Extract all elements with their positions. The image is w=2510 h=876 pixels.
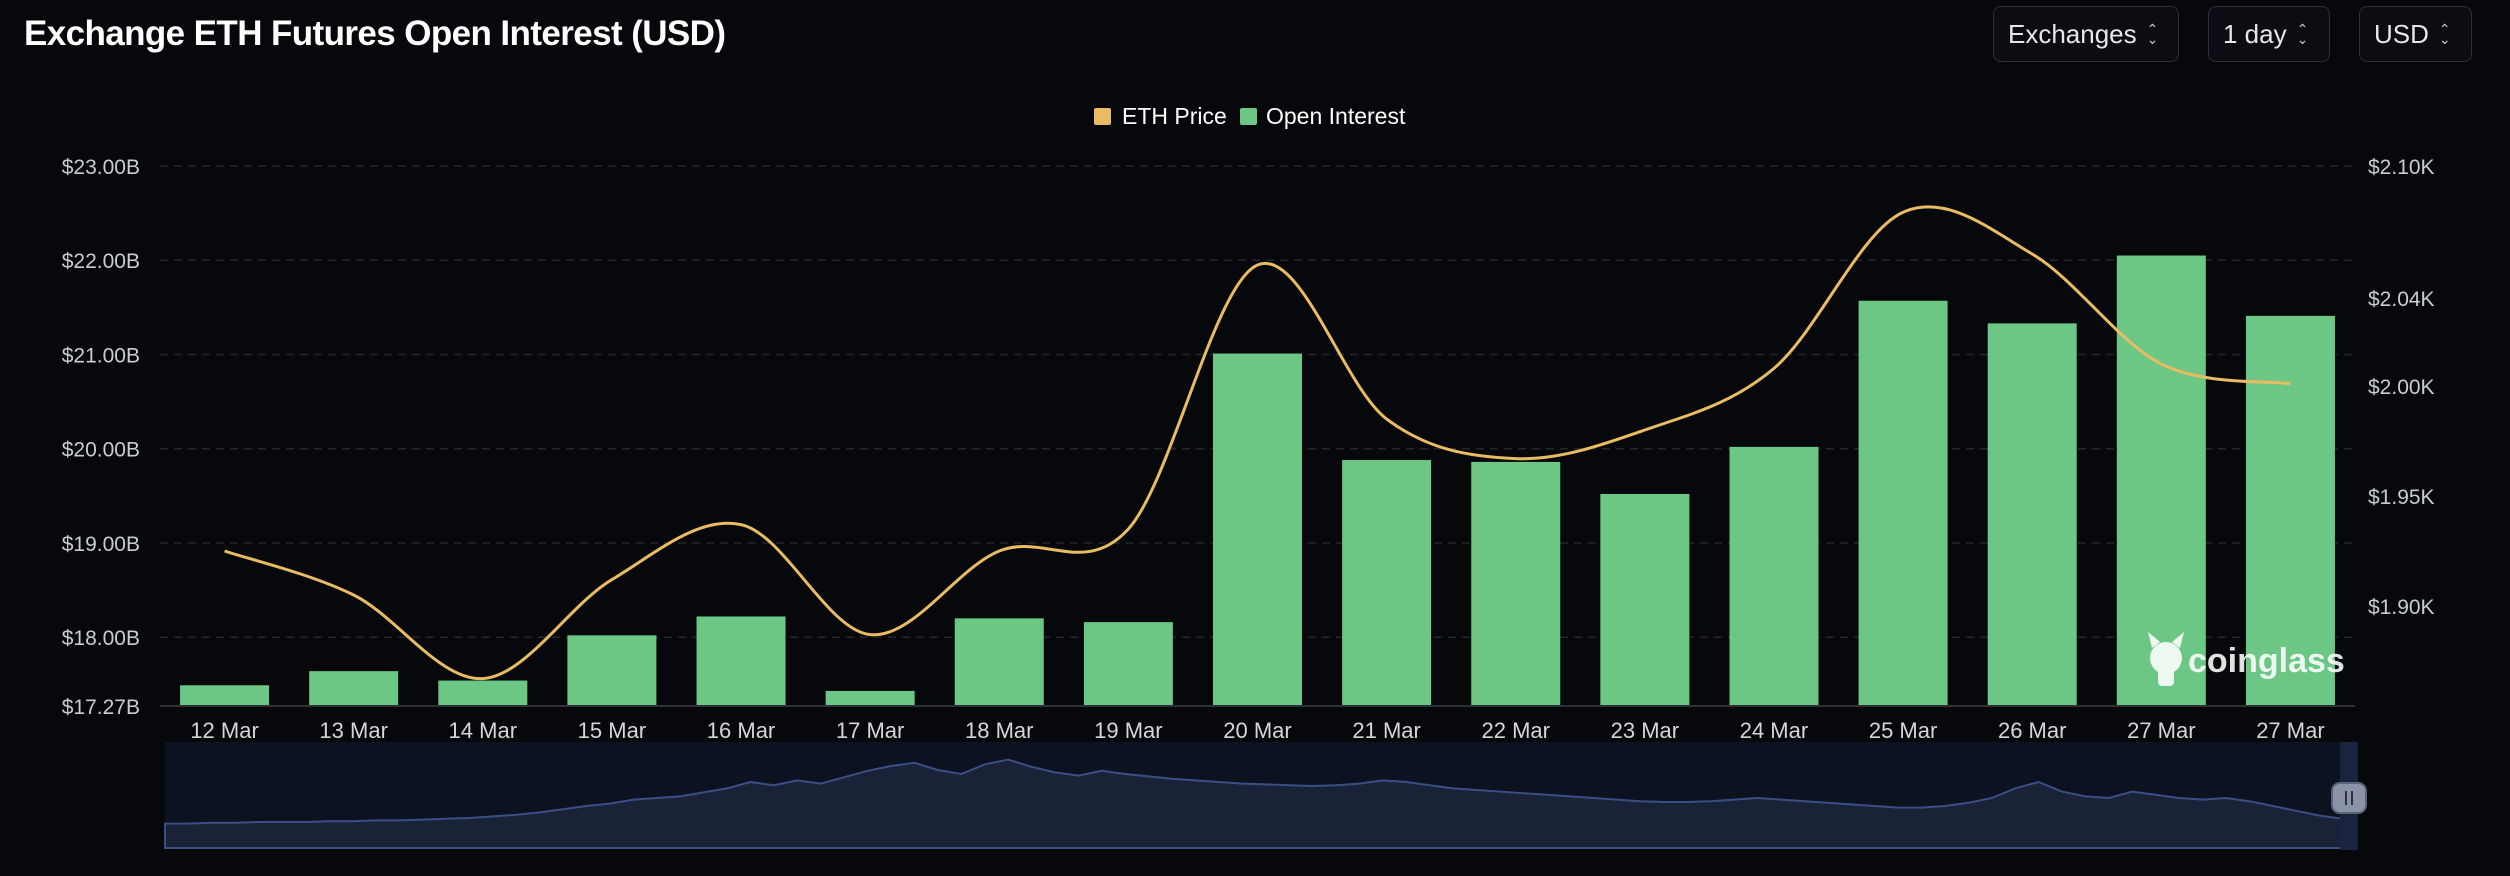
x-tick-label: 17 Mar [836, 718, 904, 743]
oi-bar [825, 690, 915, 706]
x-tick-label: 27 Mar [2256, 718, 2324, 743]
page-title: Exchange ETH Futures Open Interest (USD) [24, 14, 726, 53]
y-left-tick-label: $22.00B [62, 250, 140, 273]
y-left-tick-label: $23.00B [62, 156, 140, 179]
watermark-text: coinglass [2188, 642, 2345, 680]
oi-bars [180, 255, 2335, 706]
y-left-tick-label: $19.00B [62, 533, 140, 556]
x-tick-label: 22 Mar [1481, 718, 1549, 743]
y-right-tick-label: $1.90K [2368, 596, 2435, 619]
y-left-tick-label: $17.27B [62, 696, 140, 719]
legend-eth-price-swatch[interactable] [1094, 108, 1111, 125]
eth-price-line [224, 205, 2291, 681]
y-left-tick-label: $21.00B [62, 344, 140, 367]
oi-bar [2116, 255, 2206, 706]
oi-bar [438, 680, 528, 706]
oi-bar [696, 616, 786, 706]
updown-chevron-icon: ⌃ ⌄ [2438, 21, 2451, 47]
navigator-handle[interactable] [2331, 782, 2367, 814]
legend-open-interest-swatch[interactable] [1240, 108, 1257, 125]
oi-bar [180, 685, 270, 706]
y-right-tick-label: $1.95K [2368, 486, 2435, 509]
x-tick-label: 16 Mar [707, 718, 775, 743]
y-axis-right: $1.90K $1.95K $2.00K $2.04K $2.10K [2368, 156, 2435, 619]
oi-bar [1471, 461, 1561, 706]
legend-open-interest-label[interactable]: Open Interest [1266, 103, 1406, 129]
legend-eth-price-label[interactable]: ETH Price [1122, 103, 1227, 129]
oi-bar [1858, 300, 1948, 706]
x-tick-label: 21 Mar [1352, 718, 1420, 743]
oi-bar [1083, 622, 1173, 706]
exchanges-select-label: Exchanges [2008, 18, 2137, 49]
x-tick-label: 13 Mar [319, 718, 387, 743]
y-left-tick-label: $20.00B [62, 439, 140, 462]
updown-chevron-icon: ⌃ ⌄ [2146, 21, 2159, 47]
currency-select[interactable]: USD ⌃ ⌄ [2359, 6, 2472, 62]
interval-select[interactable]: 1 day ⌃ ⌄ [2208, 6, 2330, 62]
oi-bar [1600, 493, 1690, 706]
x-tick-label: 14 Mar [449, 718, 517, 743]
x-tick-label: 18 Mar [965, 718, 1033, 743]
x-tick-label: 26 Mar [1998, 718, 2066, 743]
interval-select-label: 1 day [2223, 18, 2287, 49]
y-axis-left: $17.27B $18.00B $19.00B $20.00B $21.00B $22.0… [62, 156, 140, 719]
oi-bar [1987, 323, 2077, 706]
x-axis: 12 Mar 13 Mar 14 Mar 15 Mar 16 Mar 17 Mar 18 M… [190, 718, 2324, 743]
legend[interactable]: ETH Price Open Interest [1094, 103, 1406, 129]
x-tick-label: 27 Mar [2127, 718, 2195, 743]
x-tick-label: 15 Mar [578, 718, 646, 743]
oi-bar [1342, 460, 1432, 706]
y-right-tick-label: $2.10K [2368, 156, 2435, 179]
y-right-tick-label: $2.04K [2368, 288, 2435, 311]
x-tick-label: 20 Mar [1223, 718, 1291, 743]
oi-bar [309, 671, 399, 706]
y-right-tick-label: $2.00K [2368, 376, 2435, 399]
y-left-tick-label: $18.00B [62, 627, 140, 650]
x-tick-label: 12 Mar [190, 718, 258, 743]
updown-chevron-icon: ⌃ ⌄ [2296, 21, 2309, 47]
coinglass-logo-icon [2148, 632, 2184, 686]
x-tick-label: 25 Mar [1869, 718, 1937, 743]
x-tick-label: 24 Mar [1740, 718, 1808, 743]
oi-bar [1729, 446, 1819, 706]
exchanges-select[interactable]: Exchanges ⌃ ⌄ [1993, 6, 2179, 62]
oi-bar [567, 635, 657, 706]
watermark: coinglass [2148, 632, 2345, 686]
oi-bar [1213, 353, 1302, 706]
oi-bar [954, 618, 1044, 706]
currency-select-label: USD [2374, 18, 2429, 49]
x-tick-label: 19 Mar [1094, 718, 1162, 743]
navigator-area [164, 758, 2344, 849]
x-tick-label: 23 Mar [1611, 718, 1679, 743]
navigator[interactable] [164, 742, 2367, 850]
